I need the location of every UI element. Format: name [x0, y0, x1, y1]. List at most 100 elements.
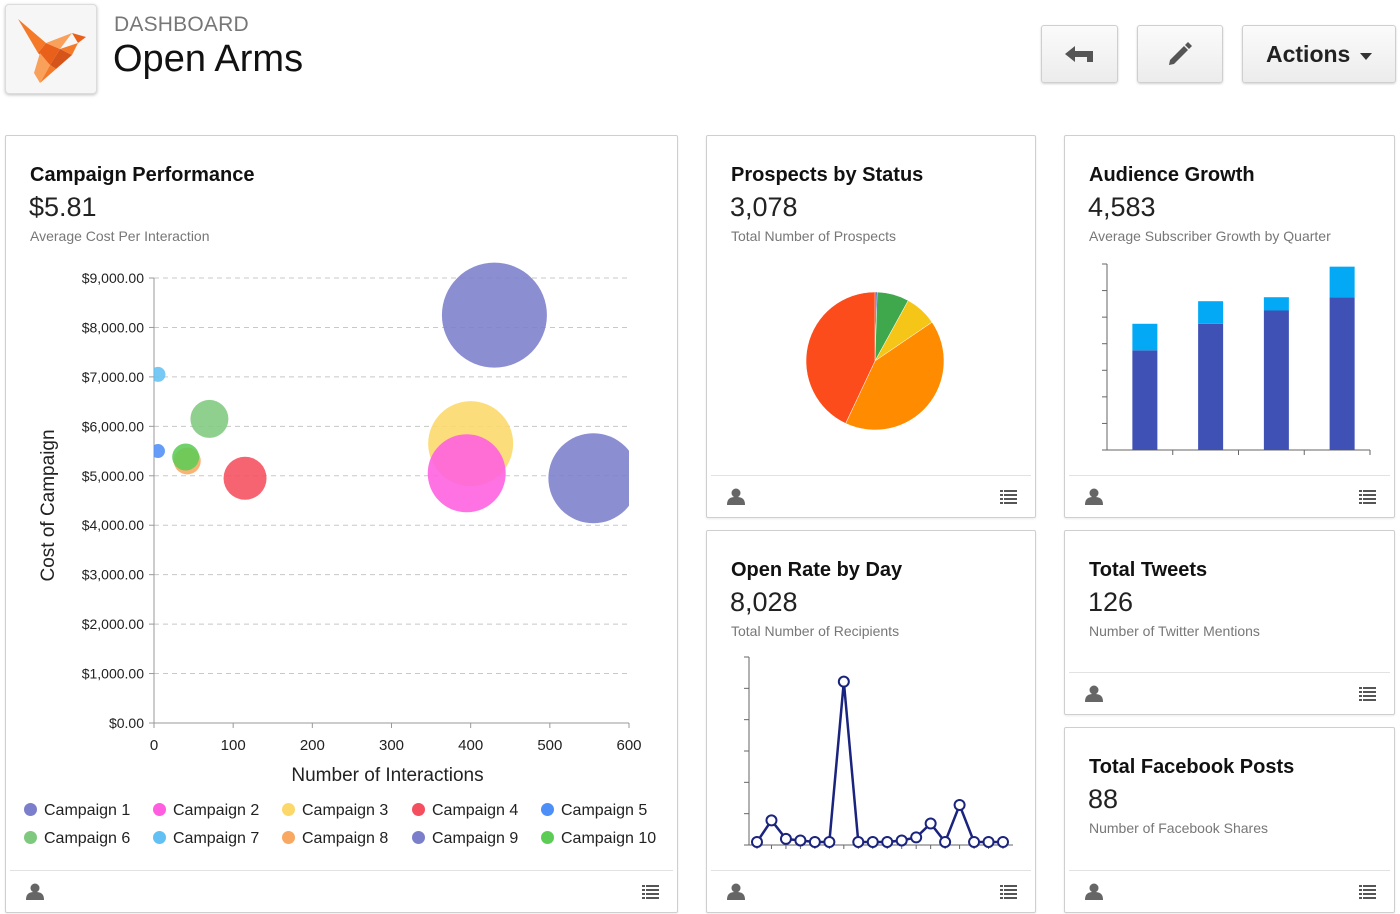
card-title: Prospects by Status: [731, 164, 924, 186]
bar-segment: [1329, 297, 1355, 450]
legend-item[interactable]: Campaign 5: [541, 802, 647, 820]
app-logo[interactable]: [5, 4, 97, 94]
reply-arrow-icon: [1064, 46, 1093, 62]
x-tick-label: 100: [221, 737, 246, 754]
y-tick-label: $2,000.00: [82, 616, 144, 632]
card-footer: [711, 475, 1031, 517]
legend-swatch: [412, 831, 425, 844]
line-point: [997, 836, 1009, 848]
pie-chart: [805, 291, 945, 431]
line-point: [982, 836, 995, 848]
edit-button[interactable]: [1137, 25, 1223, 83]
bar-segment: [1263, 297, 1289, 311]
user-icon[interactable]: [1085, 883, 1103, 900]
line-point: [808, 836, 821, 848]
list-icon[interactable]: [1359, 885, 1376, 899]
y-tick-label: $3,000.00: [82, 567, 144, 583]
stacked-bar-chart: [1102, 263, 1371, 455]
card-subtitle: Total Number of Prospects: [731, 228, 896, 244]
bar-segment: [1198, 301, 1224, 324]
list-icon[interactable]: [642, 885, 659, 899]
card-value: 4,583: [1088, 192, 1156, 222]
bubble-chart: $0.00 $1,000.00 $2,000.00 $3,000.00 $4,000.0…: [38, 262, 642, 786]
bubble-campaign-7: [154, 366, 166, 382]
open-rate-by-day-card[interactable]: Open Rate by Day 8,028 Total Number of R…: [706, 530, 1036, 913]
user-icon[interactable]: [26, 883, 44, 900]
line-point: [751, 836, 763, 848]
x-tick-label: 500: [537, 737, 562, 754]
legend-label: Campaign 1: [44, 802, 131, 819]
bubble-campaign-1: [441, 262, 547, 368]
user-icon[interactable]: [1085, 488, 1103, 505]
legend-label: Campaign 4: [432, 802, 519, 819]
x-axis-label: Number of Interactions: [291, 765, 483, 786]
list-icon[interactable]: [1359, 687, 1376, 701]
back-button[interactable]: [1041, 25, 1118, 83]
legend-label: Campaign 6: [44, 830, 131, 847]
user-icon[interactable]: [1085, 685, 1103, 702]
actions-button[interactable]: Actions: [1242, 25, 1396, 83]
pie-slice: [845, 321, 945, 431]
line-point: [852, 836, 865, 848]
prospects-by-status-card[interactable]: Prospects by Status 3,078 Total Number o…: [706, 135, 1036, 518]
total-tweets-card[interactable]: Total Tweets 126 Number of Twitter Menti…: [1064, 530, 1395, 715]
card-title: Total Tweets: [1089, 559, 1208, 581]
user-icon[interactable]: [727, 488, 745, 505]
card-title: Total Facebook Posts: [1089, 756, 1295, 778]
line-point: [910, 831, 923, 844]
y-tick-label: $9,000.00: [82, 270, 144, 286]
legend-item[interactable]: Campaign 8: [282, 830, 388, 848]
legend-item[interactable]: Campaign 1: [24, 802, 130, 820]
card-subtitle: Number of Twitter Mentions: [1089, 623, 1260, 639]
x-tick-label: 200: [300, 737, 325, 754]
legend-swatch: [282, 831, 295, 844]
bubble-layer: [154, 262, 629, 524]
legend-label: Campaign 7: [173, 830, 260, 847]
legend-swatch: [282, 803, 295, 816]
y-tick-label: $4,000.00: [82, 517, 144, 533]
legend-item[interactable]: Campaign 7: [153, 830, 259, 848]
y-tick-label: $5,000.00: [82, 468, 144, 484]
campaign-performance-card[interactable]: Campaign Performance $5.81 Average Cost …: [5, 135, 678, 913]
line-point: [794, 834, 807, 847]
legend-item[interactable]: Campaign 4: [412, 802, 518, 820]
y-axis-label: Cost of Campaign: [38, 429, 59, 581]
legend-label: Campaign 9: [432, 830, 519, 847]
audience-growth-card[interactable]: Audience Growth 4,583 Average Subscriber…: [1064, 135, 1395, 518]
card-subtitle: Average Cost Per Interaction: [30, 228, 210, 244]
legend-item[interactable]: Campaign 6: [24, 830, 130, 848]
card-subtitle: Number of Facebook Shares: [1089, 820, 1268, 836]
line-point: [881, 836, 894, 848]
card-value: $5.81: [29, 192, 97, 222]
total-facebook-posts-card[interactable]: Total Facebook Posts 88 Number of Facebo…: [1064, 727, 1395, 913]
legend-label: Campaign 2: [173, 802, 260, 819]
legend-label: Campaign 5: [561, 802, 648, 819]
legend-item[interactable]: Campaign 10: [541, 830, 656, 848]
card-value: 3,078: [730, 192, 798, 222]
pencil-icon: [1169, 42, 1192, 65]
legend-swatch: [541, 831, 554, 844]
actions-label: Actions: [1266, 41, 1351, 67]
list-icon[interactable]: [1000, 885, 1017, 899]
bar-segment: [1132, 350, 1158, 450]
line-point: [924, 817, 937, 830]
legend-item[interactable]: Campaign 9: [412, 830, 518, 848]
list-icon[interactable]: [1000, 490, 1017, 504]
card-footer: [1069, 475, 1390, 517]
bubble-campaign-4: [223, 456, 267, 500]
bubble-campaign-10: [172, 443, 200, 471]
user-icon[interactable]: [727, 883, 745, 900]
card-value: 8,028: [730, 587, 798, 617]
legend-item[interactable]: Campaign 3: [282, 802, 388, 820]
bar-segment: [1198, 323, 1224, 450]
y-tick-label: $8,000.00: [82, 319, 144, 335]
line-point: [895, 834, 908, 847]
line-series: [755, 681, 1003, 845]
bubble-campaign-9: [548, 433, 629, 524]
list-icon[interactable]: [1359, 490, 1376, 504]
card-title: Audience Growth: [1089, 164, 1255, 186]
bird-logo-icon: [18, 19, 86, 83]
card-footer: [10, 870, 673, 912]
legend-item[interactable]: Campaign 2: [153, 802, 259, 820]
line-point: [837, 675, 850, 688]
